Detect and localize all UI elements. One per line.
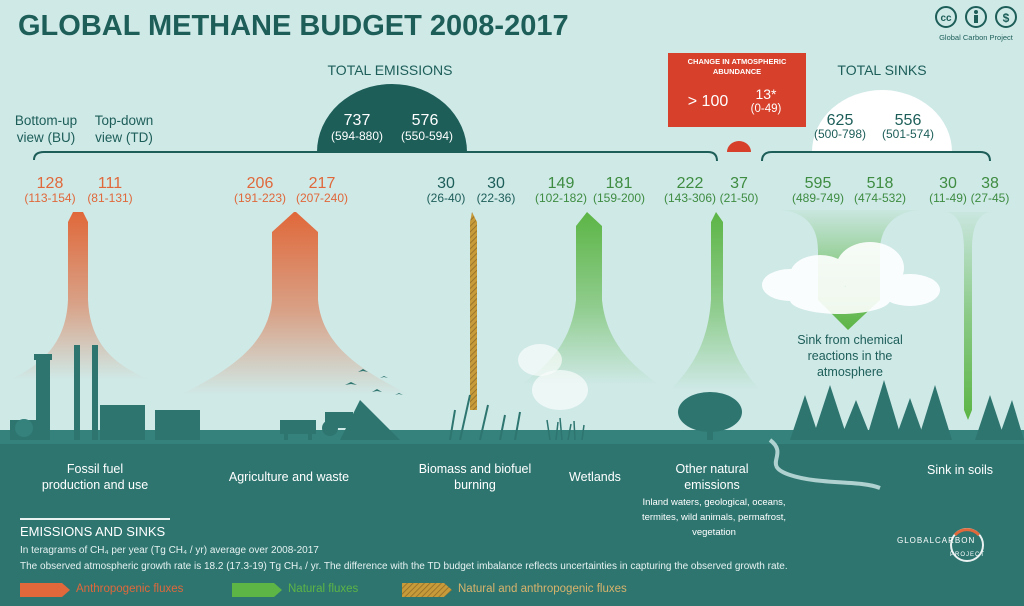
gcp-logo-line3: PROJECT [950,552,986,558]
chemical-sink-bu-value: 595 [804,175,832,192]
ground [0,440,1024,606]
wetlands-plume [520,212,660,385]
soil-sink-label: Sink in soils [927,463,993,477]
total-emissions-td: 576 [411,112,439,129]
clouds [518,242,940,410]
soil-sink-bu-value: 30 [939,175,957,192]
soil-sink-td-value: 38 [981,175,999,192]
river [768,438,881,490]
total-emissions-label: TOTAL EMISSIONS [327,62,453,78]
gcp-logo-line1: GLOBAL [897,536,936,545]
biomass-bu-value: 30 [437,175,455,192]
soil-sink-td-range: (27-45) [970,191,1010,205]
fossil-label: Fossil fuel production and use [41,462,149,492]
agriculture-td-value: 217 [308,175,336,192]
tree-silhouette [678,392,742,440]
change-box [668,53,806,127]
total-emissions-bu-range: (594-880) [330,129,384,143]
total-sinks-label: TOTAL SINKS [837,62,927,78]
other-natural-td-range: (21-50) [719,191,759,205]
wetlands-td-value: 181 [605,175,633,192]
agriculture-label: Agriculture and waste [228,470,350,484]
footer-units: In teragrams of CH₄ per year (Tg CH₄ / y… [20,545,319,556]
fossil-td-value: 111 [97,175,123,192]
wetlands-bu-range: (102-182) [534,191,588,205]
sinks-bracket [761,151,991,162]
biomass-label: Biomass and biofuel burning [418,462,532,492]
agriculture-bu-value: 206 [246,175,274,192]
fossil-td-range: (81-131) [87,191,133,205]
other-natural-plume [670,212,760,390]
total-sinks-td: 556 [894,112,922,129]
other-natural-label: Other natural emissions [675,462,749,492]
biomass-plume [470,212,477,410]
change-td-range: (0-49) [750,103,782,115]
other-natural-sublabel: Inland waters, geological, oceans, termi… [641,497,787,538]
change-td: 13* [755,86,777,102]
forest-silhouette [790,380,1024,440]
top-down-view-label: Top-down view (TD) [94,113,154,145]
chemical-sink-bu-range: (489-749) [791,191,845,205]
birds [345,369,403,395]
fossil-plume [10,212,150,380]
biomass-td-value: 30 [487,175,505,192]
legend-natural-label: Natural fluxes [288,583,359,595]
license-org: Global Carbon Project [939,33,1013,42]
change-bu: > 100 [687,93,729,110]
change-marker [727,141,751,152]
factory-silhouette [10,345,200,440]
footer-heading: EMISSIONS AND SINKS [20,524,166,539]
wetlands-td-range: (159-200) [592,191,646,205]
biomass-td-range: (22-36) [476,191,516,205]
total-emissions-td-range: (550-594) [400,129,454,143]
fossil-bu-range: (113-154) [24,191,76,205]
legend-natural-swatch [232,583,282,597]
other-natural-td-value: 37 [730,175,748,192]
burning-trees [449,394,521,441]
biomass-bu-range: (26-40) [426,191,466,205]
farm-silhouette [280,400,400,440]
chemical-sink-td-value: 518 [866,175,894,192]
agriculture-bu-range: (191-223) [233,191,287,205]
legend-mixed-swatch [402,583,452,597]
chemical-sink-td-range: (474-532) [853,191,907,205]
chemical-sink-label: Sink from chemical reactions in the atmo… [797,333,903,379]
other-natural-bu-range: (143-306) [663,191,717,205]
page-title: GLOBAL METHANE BUDGET 2008-2017 [18,10,569,42]
total-emissions-dome [317,84,467,152]
emissions-bracket [33,151,718,162]
bottom-up-view-label: Bottom-up view (BU) [14,113,78,145]
cc-icons [935,6,1017,28]
wetland-reeds [546,417,585,441]
total-emissions-bu: 737 [343,112,371,129]
legend-anthropogenic-label: Anthropogenic fluxes [76,583,184,595]
total-sinks-bu-range: (500-798) [813,127,867,141]
other-natural-bu-value: 222 [676,175,704,192]
change-label: CHANGE IN ATMOSPHERIC ABUNDANCE [687,57,787,76]
soil-sink-shape [946,212,990,420]
total-sinks-td-range: (501-574) [881,127,935,141]
footer-note: The observed atmospheric growth rate is … [20,561,788,572]
total-sinks-dome [812,90,952,152]
total-sinks-bu: 625 [826,112,854,129]
gcp-logo-line2: CARBON [935,536,976,545]
svg-text:cc: cc [940,13,952,24]
agriculture-plume [180,212,410,395]
wetlands-label: Wetlands [569,470,621,484]
legend-mixed-label: Natural and anthropogenic fluxes [458,583,627,595]
legend-anthropogenic-swatch [20,583,70,597]
legend-arrows [20,583,452,597]
svg-text:$: $ [1003,11,1010,25]
fossil-bu-value: 128 [36,175,64,192]
soil-sink-bu-range: (11-49) [929,191,967,205]
agriculture-td-range: (207-240) [295,191,349,205]
wetlands-bu-value: 149 [547,175,575,192]
